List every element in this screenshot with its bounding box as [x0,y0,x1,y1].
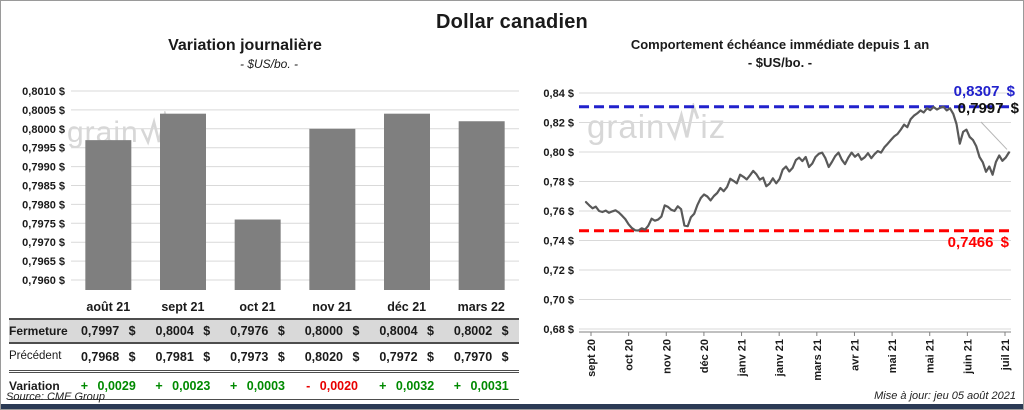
watermark-text-right: iz [700,108,727,145]
bar-sept 21 [160,113,206,291]
cell-vari-sept 21: + 0,0023 [145,370,221,400]
row-label-prec: Précédent [9,350,62,362]
bar-chart-subtitle: - $US/bo. - [239,57,299,71]
cell-prec-nov 21: 0,8020 $ [304,350,360,364]
y-axis-tick-label: 0,84 $ [543,88,574,100]
one-year-behavior-section: Comportement échéance immédiate depuis 1… [541,37,1019,406]
daily-variation-section: Variation journalière - $US/bo. - 0,8010… [9,37,529,400]
price-series-line [584,105,1011,232]
y-axis-tick-label: 0,8005 $ [22,105,65,117]
y-axis-tick-label: 0,76 $ [543,206,574,218]
cell-vari-août 21: + 0,0029 [71,370,146,400]
y-axis-tick-label: 0,7960 $ [22,275,65,287]
cell-prec-août 21: 0,7968 $ [80,350,136,364]
cell-prec-oct 21: 0,7973 $ [230,350,285,364]
x-axis-tick-label: juin 21 [962,339,974,375]
cell-ferm-oct 21: 0,7976 $ [220,318,295,344]
x-axis-tick-label: avr 21 [849,339,861,371]
y-axis-tick-label: 0,7965 $ [22,256,65,268]
x-axis-tick-label: oct 20 [624,339,636,371]
line-chart-subtitle: - $US/bo. - [747,55,813,70]
zigzag-logo-icon [667,103,700,142]
bottom-accent-bar [1,404,1023,409]
cell-ferm-sept 21: 0,8004 $ [145,318,221,344]
y-axis-tick-label: 0,78 $ [543,177,574,189]
update-note: Mise à jour: jeu 05 août 2021 [874,390,1016,402]
y-axis-tick-label: 0,7985 $ [22,181,65,193]
last-price-leader-line [980,121,1008,150]
y-axis-tick-label: 0,80 $ [543,147,574,159]
table-column-header: nov 21 [312,300,352,314]
row-label-vari: Variation [9,370,71,400]
one-year-line-chart: 0,84 $ 0,82 $ 0,80 $ 0,78 $ 0,76 $ 0,74 $ 0,72… [543,88,1012,381]
row-label-ferm: Fermeture [9,318,71,344]
bar-nov 21 [309,128,356,290]
watermark-text-left: grain [587,108,666,145]
last-price-annotation: 0,7997 $ [957,100,1019,117]
cell-prec-mars 22: 0,7970 $ [453,350,509,364]
cell-ferm-août 21: 0,7997 $ [71,318,146,344]
table-column-header: août 21 [86,300,131,314]
x-axis-tick-label: sept 20 [586,339,598,377]
y-axis-tick-label: 0,74 $ [543,236,574,248]
bar-août 21 [85,140,132,290]
x-axis-tick-label: nov 20 [661,339,673,374]
y-axis-tick-label: 0,68 $ [543,324,574,336]
cell-ferm-nov 21: 0,8000 $ [294,318,370,344]
bar-chart-title: Variation journalière [168,37,322,54]
x-axis-tick-label: mai 21 [887,339,899,373]
daily-variation-bar-chart: 0,8010 $ 0,8005 $ 0,8000 $ 0,7995 $ 0,7990 $… [22,86,519,291]
table-corner-cell [9,298,71,318]
cell-vari-oct 21: + 0,0003 [220,370,295,400]
y-axis-tick-label: 0,7995 $ [22,143,65,155]
x-axis-tick-label: juil 21 [1000,339,1012,371]
y-axis-tick-label: 0,8010 $ [22,86,65,98]
page-title: Dollar canadien [436,11,588,33]
table-column-header: mars 22 [457,300,505,314]
cell-vari-mars 22: + 0,0031 [443,370,519,400]
x-axis-tick-label: janv 21 [737,339,749,377]
y-axis-tick-label: 0,7980 $ [22,199,65,211]
table-column-header: sept 21 [161,300,205,314]
y-axis-tick-label: 0,82 $ [543,118,574,130]
bar-déc 21 [384,113,430,291]
y-axis-tick-label: 0,7970 $ [22,237,65,249]
cell-ferm-mars 22: 0,8002 $ [443,318,519,344]
bar-oct 21 [234,219,281,290]
cell-prec-sept 21: 0,7981 $ [155,350,211,364]
table-column-header: déc 21 [387,300,427,314]
y-axis-tick-label: 0,7975 $ [22,218,65,230]
source-note: Source: CME Group [6,391,106,403]
y-axis-tick-label: 0,8000 $ [22,124,65,136]
y-axis-tick-label: 0,7990 $ [22,162,65,174]
y-axis-tick-label: 0,70 $ [543,295,574,307]
x-axis-tick-label: janv 21 [774,339,786,377]
low-annotation: 0,7466 $ [947,234,1009,251]
price-table: août 21 sept 21 oct 21 nov 21 déc 21 mars 22 F… [9,298,529,400]
line-chart-title: Comportement échéance immédiate depuis 1… [630,37,930,52]
cell-ferm-déc 21: 0,8004 $ [369,318,444,344]
y-axis-tick-label: 0,72 $ [543,265,574,277]
x-axis-tick-label: mars 21 [812,339,824,381]
table-column-header: oct 21 [239,300,276,314]
bar-mars 22 [458,121,505,290]
x-axis-tick-label: mai 21 [925,339,937,373]
high-annotation: 0,8307 $ [953,83,1015,100]
cell-vari-déc 21: + 0,0032 [369,370,444,400]
cell-vari-nov 21: - 0,0020 [294,370,370,400]
cell-prec-déc 21: 0,7972 $ [379,350,434,364]
x-axis-tick-label: déc 20 [699,339,711,373]
